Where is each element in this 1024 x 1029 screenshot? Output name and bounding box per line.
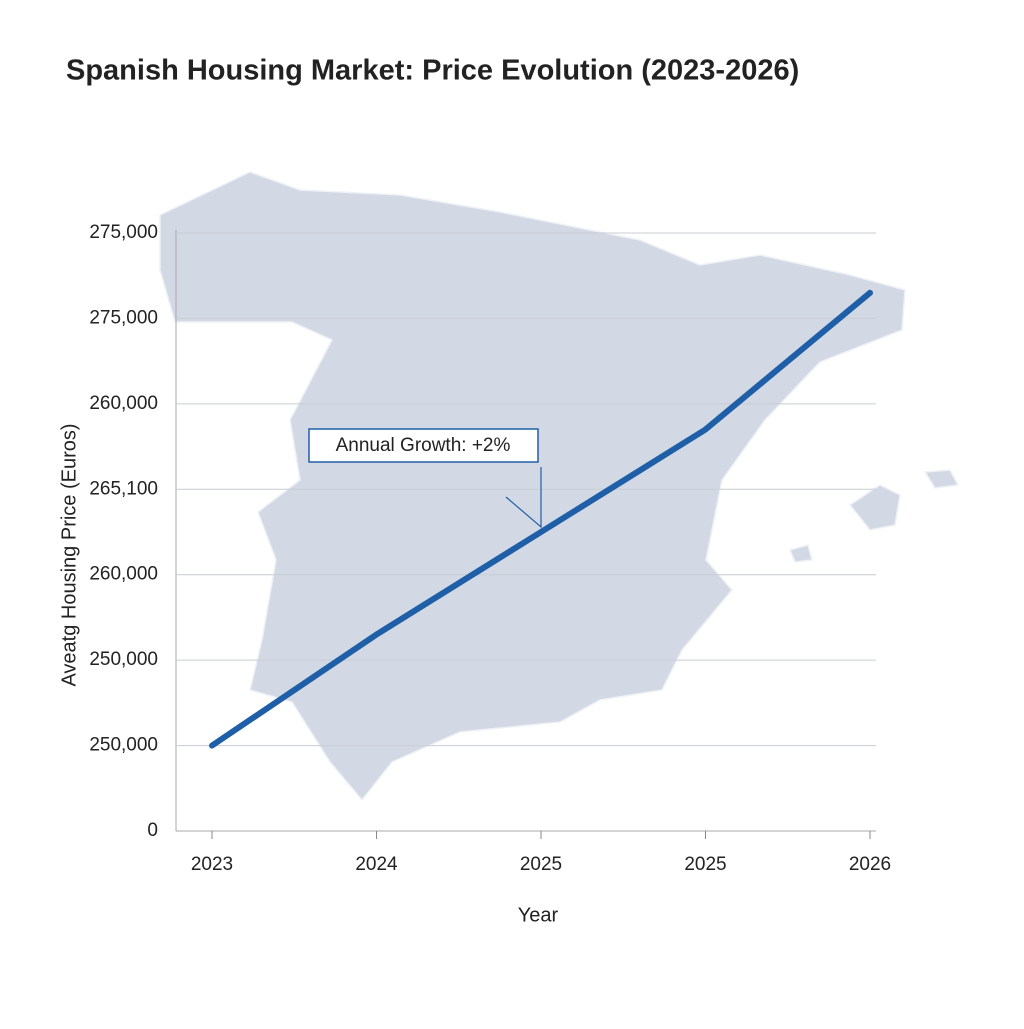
x-axis-label: Year — [518, 904, 559, 926]
x-tick-label: 2025 — [520, 854, 562, 875]
y-tick-label: 250,000 — [89, 735, 158, 756]
map-mainland — [159, 171, 906, 802]
x-tick-label: 2024 — [355, 854, 398, 875]
x-tick-label: 2023 — [191, 854, 233, 875]
y-tick-label: 250,000 — [89, 649, 158, 670]
y-tick-label: 260,000 — [89, 564, 158, 585]
y-tick-label: 0 — [147, 820, 158, 841]
x-tick-label: 2026 — [849, 854, 891, 875]
x-tick-label: 2025 — [684, 854, 726, 875]
y-axis-label: Aveatg Housing Price (Euros) — [58, 423, 80, 686]
annotation-pointer — [505, 467, 542, 529]
chart-title: Spanish Housing Market: Price Evolution … — [66, 55, 799, 87]
map-island — [848, 484, 901, 531]
annotation-box — [308, 428, 539, 463]
data-line — [209, 289, 873, 749]
map-island — [923, 469, 960, 489]
y-tick-label: 260,000 — [89, 393, 158, 414]
annotation-text: Annual Growth: +2% — [336, 435, 511, 456]
y-tick-label: 265,100 — [89, 478, 158, 499]
map-background — [159, 171, 960, 802]
y-tick-label: 275,000 — [89, 222, 158, 243]
map-island — [788, 544, 813, 563]
y-tick-label: 275,000 — [89, 307, 158, 328]
